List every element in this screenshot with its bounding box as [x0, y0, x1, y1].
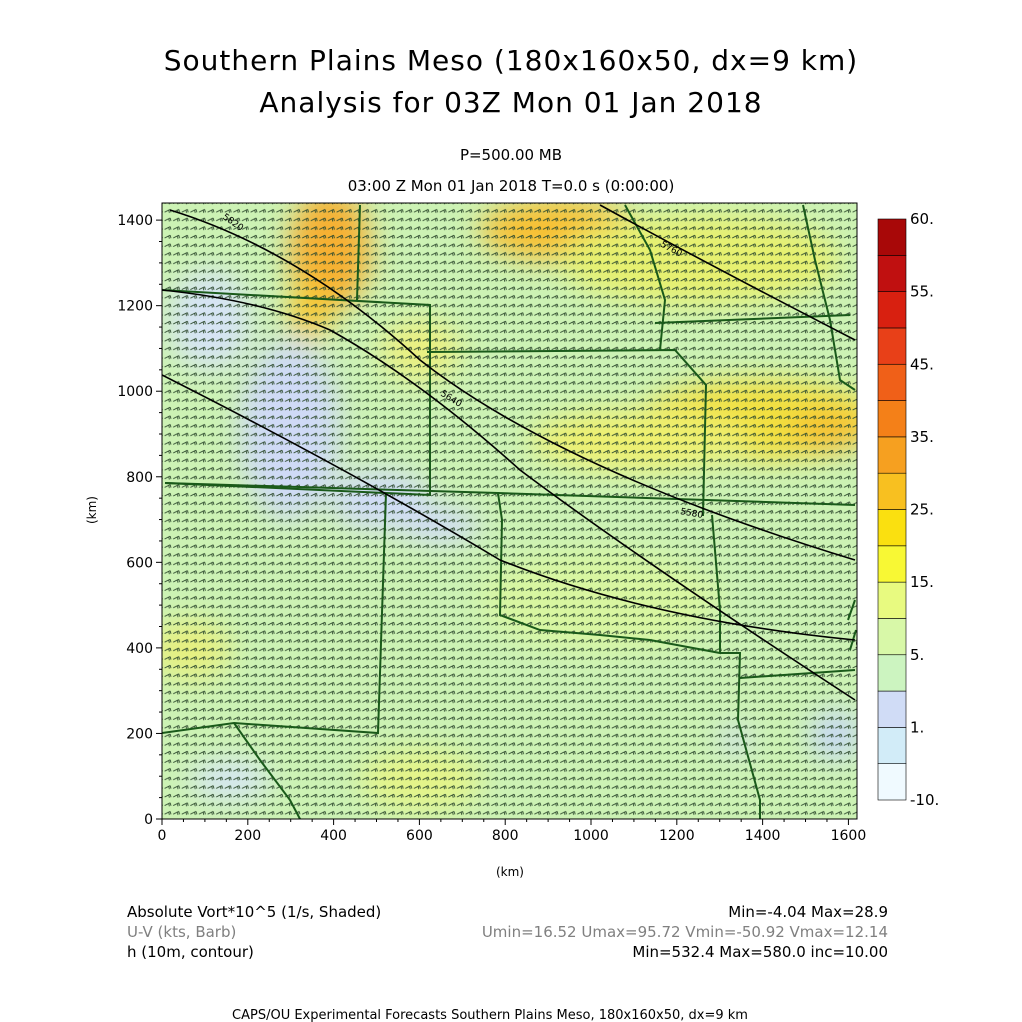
x-tick-label: 600	[406, 828, 433, 844]
colorbar-swatch	[877, 545, 907, 583]
y-tick-label: 400	[126, 641, 153, 657]
colorbar-swatch	[877, 363, 907, 401]
colorbar-label: -10.	[910, 791, 939, 809]
title-line-2: Analysis for 03Z Mon 01 Jan 2018	[259, 86, 763, 119]
title-line-1: Southern Plains Meso (180x160x50, dx=9 k…	[163, 44, 859, 77]
field2-stats: Umin=16.52 Umax=95.72 Vmin=-50.92 Vmax=1…	[482, 923, 888, 941]
plot-frame	[161, 202, 858, 820]
y-tick-label: 0	[144, 812, 153, 828]
colorbar-swatch	[877, 327, 907, 365]
field3-name: h (10m, contour)	[127, 943, 254, 961]
field3-stats: Min=532.4 Max=580.0 inc=10.00	[632, 943, 888, 961]
colorbar-label: 5.	[910, 646, 924, 664]
y-tick-label: 200	[126, 726, 153, 742]
field1-stats: Min=-4.04 Max=28.9	[728, 903, 888, 921]
colorbar-swatch	[877, 400, 907, 438]
field2-name: U-V (kts, Barb)	[127, 923, 236, 941]
x-tick-label: 200	[234, 828, 261, 844]
colorbar-swatch	[877, 654, 907, 692]
y-tick-label: 600	[126, 555, 153, 571]
colorbar-label: 60.	[910, 210, 934, 228]
colorbar-swatch	[877, 763, 907, 801]
x-tick-label: 1200	[659, 828, 695, 844]
colorbar-label: 1.	[910, 718, 924, 736]
x-tick-label: 0	[158, 828, 167, 844]
colorbar-label: 55.	[910, 283, 934, 301]
field1-name: Absolute Vort*10^5 (1/s, Shaded)	[127, 903, 381, 921]
colorbar-label: 35.	[910, 428, 934, 446]
y-tick-label: 1200	[117, 299, 153, 315]
wind-barbs	[162, 203, 857, 819]
y-axis-label: (km)	[85, 496, 99, 524]
footer: Absolute Vort*10^5 (1/s, Shaded) Min=-4.…	[127, 903, 888, 1022]
colorbar-label: 45.	[910, 355, 934, 373]
credit-line: CAPS/OU Experimental Forecasts Southern …	[232, 1008, 748, 1022]
y-tick-label: 1400	[117, 213, 153, 229]
contour-label-5520: 5520	[855, 641, 879, 652]
height-contours	[162, 204, 856, 701]
y-tick-label: 1000	[117, 384, 153, 400]
y-axis: 0 200 400 600 800 1000 1200 1400	[117, 213, 162, 828]
colorbar-swatch	[877, 727, 907, 764]
x-axis-label: (km)	[496, 865, 524, 879]
x-tick-label: 1000	[573, 828, 609, 844]
colorbar-labels: 60. 55. 45. 35. 25. 15. 5. 1. -10.	[910, 210, 939, 809]
colorbar-swatch	[877, 581, 907, 619]
colorbar-swatch	[877, 436, 907, 474]
y-tick-label: 800	[126, 470, 153, 486]
colorbar-swatch	[877, 218, 907, 256]
colorbar-swatch	[877, 472, 907, 510]
pressure-level: P=500.00 MB	[459, 146, 563, 164]
colorbar-swatch	[877, 255, 907, 292]
colorbar	[877, 218, 907, 801]
colorbar-swatch	[877, 291, 907, 329]
x-tick-label: 1400	[745, 828, 781, 844]
colorbar-label: 25.	[910, 501, 934, 519]
valid-time: 03:00 Z Mon 01 Jan 2018 T=0.0 s (0:00:00…	[347, 177, 675, 195]
colorbar-swatch	[877, 690, 907, 728]
contour-label-5580: 5580	[679, 507, 704, 521]
x-tick-label: 1600	[831, 828, 867, 844]
colorbar-swatch	[877, 618, 907, 656]
plot-area: 5820 5760 5640 5580 5520	[161, 202, 879, 820]
x-axis: 0 200 400 600 800 1000 1200 1400 1600	[158, 819, 867, 844]
state-borders	[162, 204, 857, 819]
x-tick-label: 400	[320, 828, 347, 844]
colorbar-swatch	[877, 509, 907, 547]
colorbar-label: 15.	[910, 573, 934, 591]
x-tick-label: 800	[492, 828, 519, 844]
